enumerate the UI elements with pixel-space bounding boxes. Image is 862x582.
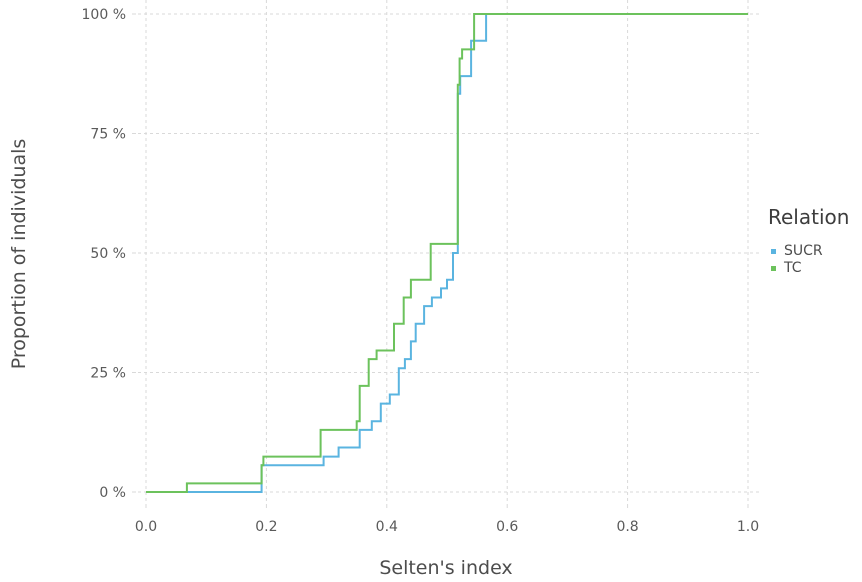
axis-ticks (132, 13, 749, 508)
legend-label-tc: TC (783, 260, 802, 276)
x-tick-label: 0.8 (616, 519, 638, 535)
x-tick-label: 0.4 (376, 519, 398, 535)
x-axis-title: Selten's index (379, 557, 512, 579)
y-tick-label: 75 % (90, 127, 126, 143)
series-lines (146, 13, 748, 493)
y-axis-title: Proportion of individuals (8, 139, 30, 370)
legend-key-tc (771, 266, 776, 271)
tick-labels: 0 % 25 % 50 % 75 % 100 % 0.0 0.2 0.4 0.6 0.8 1.0 (82, 7, 760, 535)
y-tick-label: 25 % (90, 366, 126, 382)
x-tick-label: 0.2 (255, 519, 277, 535)
legend-title: Relation (768, 205, 849, 229)
y-tick-label: 0 % (99, 485, 126, 501)
grid (132, 0, 760, 504)
y-tick-label: 50 % (90, 246, 126, 262)
x-tick-label: 1.0 (737, 519, 759, 535)
y-tick-label: 100 % (82, 7, 126, 23)
legend-label-sucr: SUCR (784, 243, 823, 259)
x-tick-label: 0.0 (135, 519, 157, 535)
legend-key-sucr (771, 249, 776, 254)
series-line-tc (146, 13, 748, 493)
x-tick-label: 0.6 (496, 519, 518, 535)
